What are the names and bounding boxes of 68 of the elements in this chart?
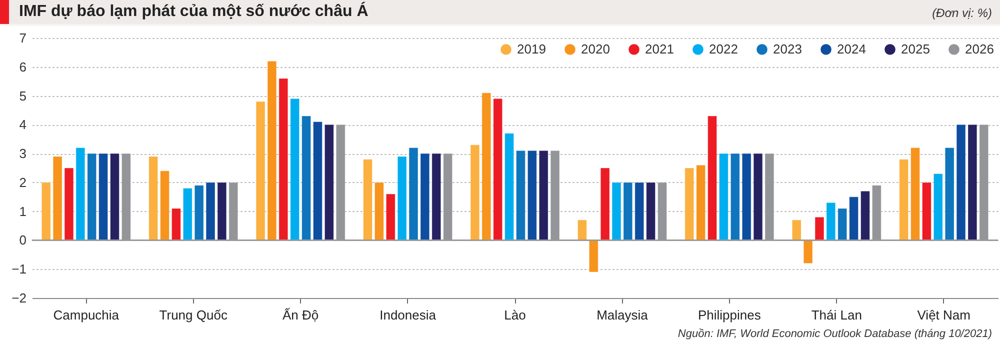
bar [313, 122, 322, 240]
bar [634, 182, 644, 240]
y-tick-label: 6 [19, 59, 26, 74]
bar [432, 153, 442, 240]
y-tick-label: 0 [19, 232, 26, 248]
legend-label: 2020 [581, 41, 610, 56]
legend-label: 2024 [837, 41, 866, 56]
bar [860, 190, 870, 240]
bar [646, 182, 656, 240]
bar [98, 153, 108, 240]
bar [302, 116, 311, 240]
bar [803, 240, 813, 264]
x-tick-label: Campuchia [53, 308, 120, 322]
bar [792, 220, 802, 240]
chart-title: IMF dự báo lạm phát của một số nước châu Á [19, 3, 368, 21]
bar [363, 159, 372, 240]
x-tick-label: Indonesia [380, 308, 437, 322]
bar [922, 182, 932, 240]
legend-label: 2019 [517, 41, 546, 56]
bar [171, 208, 181, 240]
bar [290, 98, 300, 240]
y-tick-label: 2 [19, 174, 26, 190]
bar [933, 174, 943, 240]
bar [719, 153, 728, 240]
bar [374, 182, 384, 240]
y-tick-label: −1 [12, 262, 26, 277]
bar [182, 188, 192, 240]
bar [110, 153, 120, 240]
y-tick-label: 4 [19, 117, 26, 132]
x-tick-label: Việt Nam [917, 308, 970, 322]
y-tick-label: −2 [12, 290, 26, 306]
legend-label: 2021 [645, 41, 674, 56]
x-tick-label: Ấn Độ [282, 308, 319, 322]
bar [849, 196, 859, 240]
y-tick-label: 1 [19, 204, 26, 219]
legend-label: 2026 [965, 41, 994, 56]
bar [577, 220, 587, 240]
bar [527, 150, 537, 240]
text: Nguồn: IMF, World Economic Outlook Database (tháng 10/2021) [678, 328, 992, 340]
y-tick-label: 3 [19, 146, 26, 162]
bar [696, 164, 706, 240]
bar [386, 194, 396, 240]
bar [493, 98, 503, 240]
legend-label: 2022 [709, 41, 738, 56]
bar [160, 170, 170, 240]
legend-label: 2025 [901, 41, 930, 56]
y-tick-label: 7 [19, 30, 26, 46]
bar [87, 153, 97, 240]
bar [41, 182, 51, 240]
bar [516, 150, 526, 240]
bar [899, 159, 909, 240]
bar [504, 133, 514, 240]
bar [684, 168, 694, 240]
x-tick-label: Thái Lan [811, 308, 862, 322]
bar [588, 240, 598, 272]
bar [708, 116, 717, 240]
x-tick-label: Philippines [698, 308, 762, 322]
bar [838, 208, 848, 240]
y-tick-label: 5 [19, 88, 26, 104]
x-tick-label: Lào [504, 308, 526, 322]
bar [148, 156, 158, 240]
x-tick-label: Malaysia [596, 308, 649, 322]
legend-label: 2023 [773, 41, 802, 56]
bar [910, 148, 920, 240]
chart-subtitle: (Đơn vị: %) [932, 6, 992, 20]
x-tick-label: Trung Quốc [159, 308, 228, 322]
bar [324, 124, 334, 240]
bar [730, 153, 740, 240]
